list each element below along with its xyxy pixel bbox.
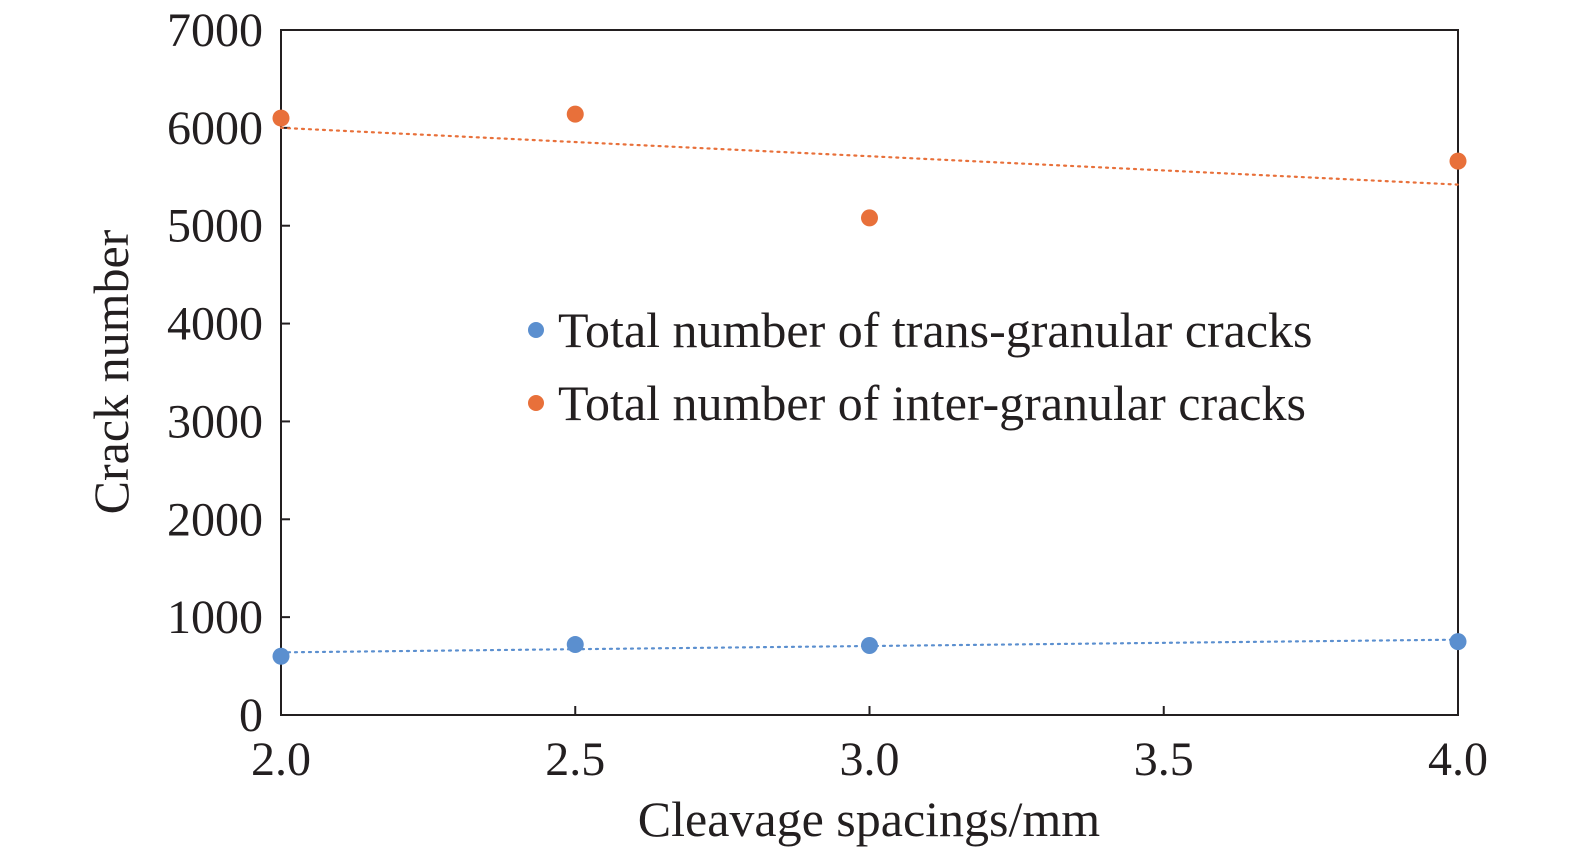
- data-point-series-1: [861, 637, 878, 655]
- x-tick-label: 3.0: [840, 733, 900, 786]
- plot-border: [280, 29, 1459, 716]
- y-tick-label: 7000: [167, 4, 263, 57]
- data-point-series-2: [272, 109, 290, 127]
- data-point-series-1: [1449, 633, 1467, 651]
- y-axis: 0 1000 2000 3000 4000 5000 6000 7000: [167, 4, 290, 742]
- legend: Total number of trans-granular cracks Tot…: [528, 302, 1313, 431]
- data-point-series-2: [566, 105, 584, 123]
- data-point-series-1: [566, 636, 584, 654]
- plot-area: [280, 29, 1459, 716]
- data-point-series-1: [272, 647, 290, 665]
- x-axis: 2.0 2.5 3.0 3.5 4.0: [251, 706, 1488, 786]
- y-tick-label: 3000: [167, 395, 263, 448]
- x-tick-label: 2.5: [545, 733, 605, 786]
- y-tick-label: 4000: [167, 298, 263, 351]
- x-tick-label: 4.0: [1428, 733, 1488, 786]
- data-point-series-2: [861, 209, 878, 227]
- y-axis-title: Crack number: [83, 229, 139, 514]
- y-tick-label: 1000: [167, 591, 263, 644]
- y-tick-label: 5000: [167, 200, 263, 253]
- data-points: [272, 105, 1467, 665]
- y-tick-label: 6000: [167, 102, 263, 155]
- y-tick-label: 0: [239, 689, 263, 742]
- x-tick-label: 2.0: [251, 733, 311, 786]
- x-tick-label: 3.5: [1134, 733, 1194, 786]
- y-tick-label: 2000: [167, 493, 263, 546]
- x-axis-title: Cleavage spacings/mm: [638, 791, 1100, 847]
- legend-marker: [528, 322, 544, 338]
- legend-marker: [528, 395, 544, 411]
- legend-label: Total number of trans-granular cracks: [558, 302, 1313, 358]
- data-point-series-2: [1449, 152, 1467, 170]
- legend-label: Total number of inter-granular cracks: [558, 375, 1306, 431]
- trendline-series-2: [279, 126, 1460, 186]
